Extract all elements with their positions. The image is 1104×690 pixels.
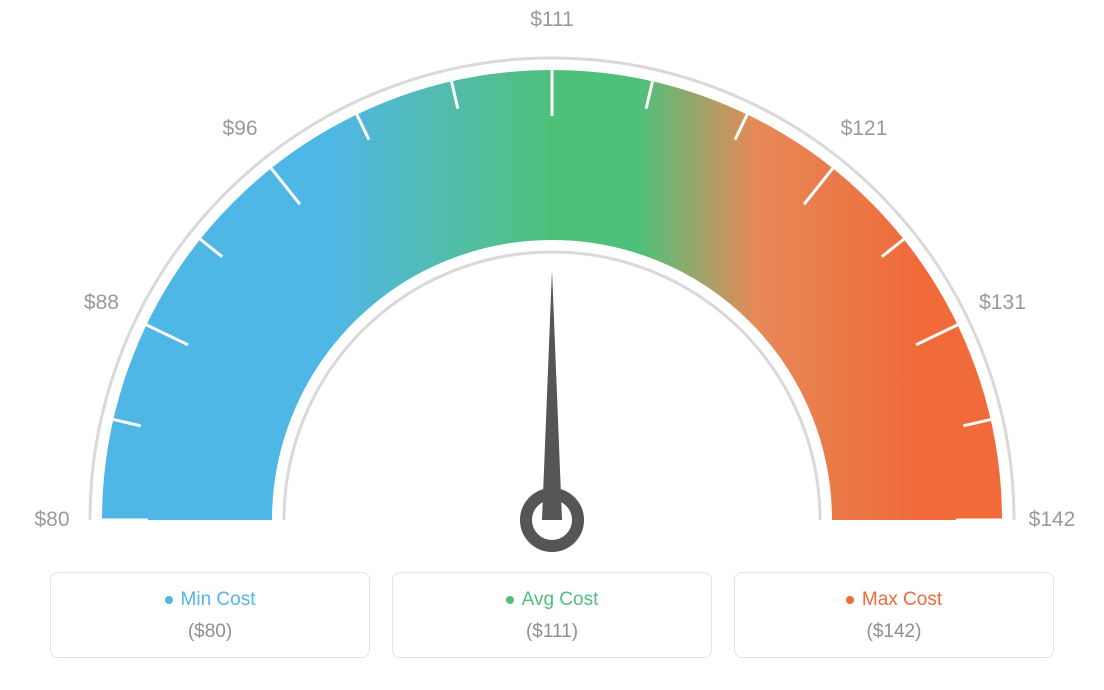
legend-title-min: Min Cost: [165, 589, 256, 611]
dot-icon: [165, 596, 173, 604]
legend-title-text: Min Cost: [181, 589, 256, 611]
gauge-tick-label: $111: [530, 8, 574, 32]
legend-card-min: Min Cost ($80): [50, 572, 370, 658]
gauge-tick-label: $142: [1029, 508, 1076, 532]
legend-title-max: Max Cost: [846, 589, 942, 611]
legend-title-avg: Avg Cost: [506, 589, 599, 611]
legend-card-max: Max Cost ($142): [734, 572, 1054, 658]
legend-value-avg: ($111): [403, 621, 701, 643]
legend-card-avg: Avg Cost ($111): [392, 572, 712, 658]
dot-icon: [846, 596, 854, 604]
gauge-tick-label: $96: [223, 117, 258, 141]
gauge-tick-label: $88: [84, 291, 119, 315]
legend-value-min: ($80): [61, 621, 359, 643]
dot-icon: [506, 596, 514, 604]
legend-value-max: ($142): [745, 621, 1043, 643]
cost-gauge: $80 $88 $96 $111 $121 $131 $142: [0, 0, 1104, 560]
gauge-tick-label: $80: [34, 508, 69, 532]
gauge-svg: [0, 0, 1104, 560]
legend-row: Min Cost ($80) Avg Cost ($111) Max Cost …: [50, 572, 1054, 658]
legend-title-text: Avg Cost: [522, 589, 599, 611]
gauge-tick-label: $121: [841, 117, 888, 141]
legend-title-text: Max Cost: [862, 589, 942, 611]
gauge-tick-label: $131: [979, 291, 1026, 315]
